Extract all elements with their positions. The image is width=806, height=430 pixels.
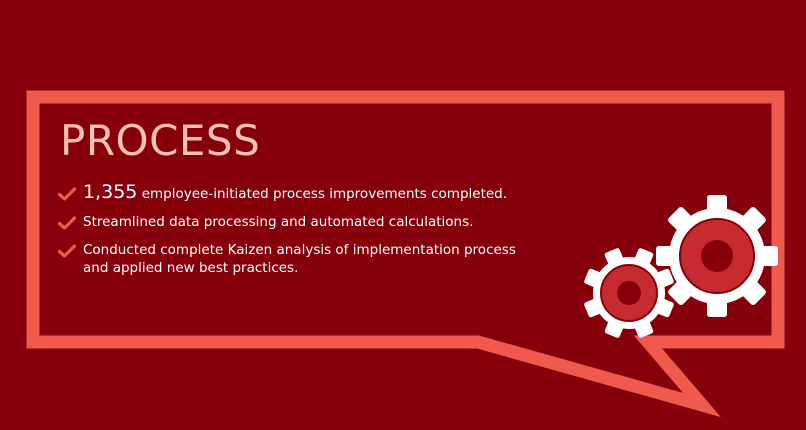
gear-icon [656, 195, 778, 317]
list-item: Conducted complete Kaizen analysis of im… [58, 241, 538, 277]
achievement-list: 1,355 employee-initiated process improve… [58, 183, 538, 277]
improvement-count: 1,355 [83, 181, 138, 203]
check-icon [58, 216, 76, 230]
list-item-text: Conducted complete Kaizen analysis of im… [83, 242, 516, 276]
page-title: PROCESS [60, 116, 261, 165]
list-item: 1,355 employee-initiated process improve… [58, 183, 538, 203]
list-item-text: Streamlined data processing and automate… [83, 214, 474, 230]
list-item-text: employee-initiated process improvements … [137, 186, 508, 202]
gear-icon [584, 248, 674, 338]
check-icon [58, 187, 76, 201]
list-item: Streamlined data processing and automate… [58, 213, 538, 231]
check-icon [58, 244, 76, 258]
